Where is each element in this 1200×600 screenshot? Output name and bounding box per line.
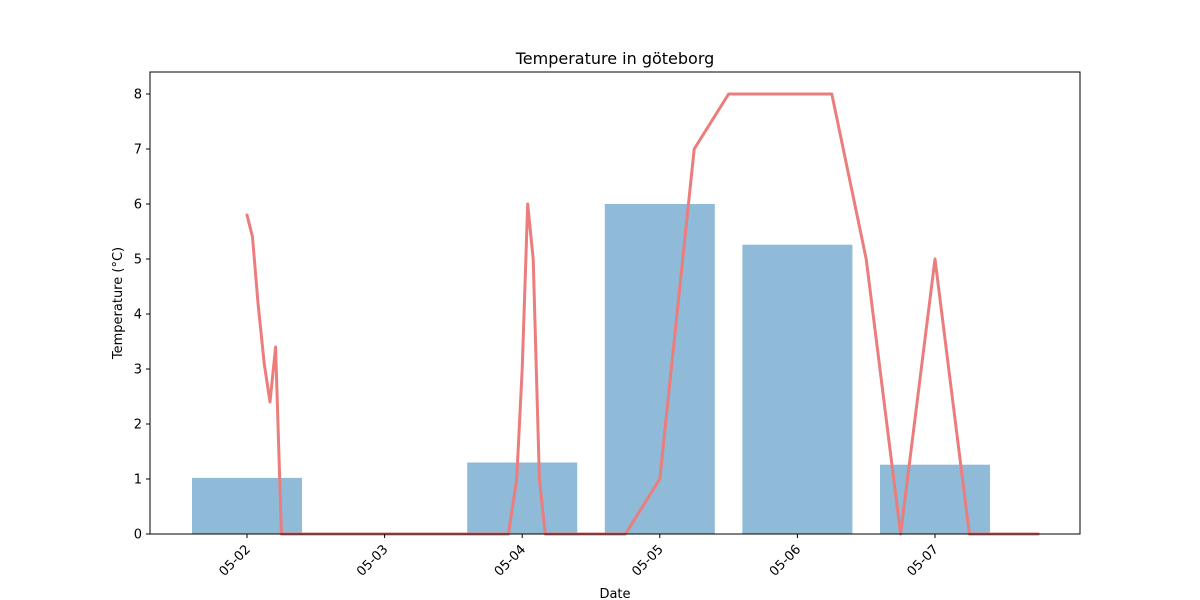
x-tick-label-05-04: 05-04 xyxy=(492,542,529,579)
bar-05-02 xyxy=(192,477,302,534)
y-tick-label-1: 1 xyxy=(134,473,142,488)
y-tick-label-8: 8 xyxy=(134,88,142,103)
y-tick-label-5: 5 xyxy=(134,253,142,268)
temperature-line xyxy=(245,92,1040,536)
x-tick-label-05-03: 05-03 xyxy=(354,542,391,579)
x-tick-label-05-06: 05-06 xyxy=(767,542,804,579)
x-tick-label-05-02: 05-02 xyxy=(217,542,254,579)
y-axis: 0 1 2 3 4 5 6 7 8 xyxy=(134,88,150,543)
y-tick-label-2: 2 xyxy=(134,418,142,433)
plot-frame xyxy=(149,71,1081,535)
line-layer xyxy=(245,92,1040,536)
chart-title: Temperature in göteborg xyxy=(515,49,715,68)
x-tick-label-05-05: 05-05 xyxy=(629,542,666,579)
bars-layer xyxy=(192,204,990,534)
bar-05-05 xyxy=(604,204,715,534)
y-tick-label-0: 0 xyxy=(134,528,142,543)
y-tick-label-7: 7 xyxy=(134,143,142,158)
y-tick-label-3: 3 xyxy=(134,363,142,378)
bar-05-04 xyxy=(467,462,578,534)
y-tick-label-4: 4 xyxy=(134,308,142,323)
bar-05-06 xyxy=(742,244,853,534)
y-axis-title: Temperature (°C) xyxy=(111,247,126,360)
x-axis: 05-02 05-03 05-04 05-05 05-06 05-07 xyxy=(217,534,942,580)
y-tick-label-6: 6 xyxy=(134,198,142,213)
x-tick-label-05-07: 05-07 xyxy=(905,542,942,579)
x-axis-title: Date xyxy=(599,587,630,600)
